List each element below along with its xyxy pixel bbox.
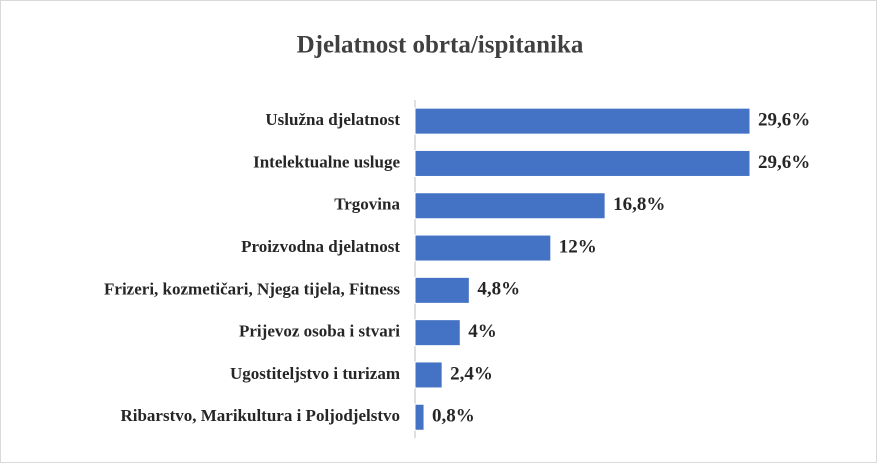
bar bbox=[414, 149, 751, 177]
bar bbox=[414, 276, 470, 304]
value-label: 29,6% bbox=[758, 110, 810, 131]
bar bbox=[414, 319, 461, 347]
chart-title: Djelatnost obrta/ispitanika bbox=[297, 32, 584, 59]
category-label: Ugostiteljstvo i turizam bbox=[230, 364, 400, 383]
category-label: Trgovina bbox=[334, 195, 400, 214]
bar bbox=[414, 234, 552, 262]
value-label: 4,8% bbox=[477, 279, 520, 300]
value-label: 16,8% bbox=[613, 194, 665, 215]
value-label: 29,6% bbox=[758, 152, 810, 173]
category-label: Prijevoz osoba i stvari bbox=[239, 322, 400, 341]
bar bbox=[414, 403, 425, 431]
category-label: Frizeri, kozmetičari, Njega tijela, Fitn… bbox=[104, 279, 400, 298]
value-label: 0,8% bbox=[432, 406, 475, 427]
bar bbox=[414, 361, 443, 389]
value-label: 2,4% bbox=[450, 363, 493, 384]
value-label: 12% bbox=[559, 236, 597, 257]
category-label: Proizvodna djelatnost bbox=[241, 237, 400, 256]
bar bbox=[414, 107, 751, 135]
value-label: 4% bbox=[468, 321, 497, 342]
bar bbox=[414, 192, 606, 220]
category-label: Intelektualne usluge bbox=[253, 152, 400, 171]
category-label: Ribarstvo, Marikultura i Poljodjelstvo bbox=[120, 406, 400, 425]
category-label: Uslužna djelatnost bbox=[265, 110, 400, 129]
